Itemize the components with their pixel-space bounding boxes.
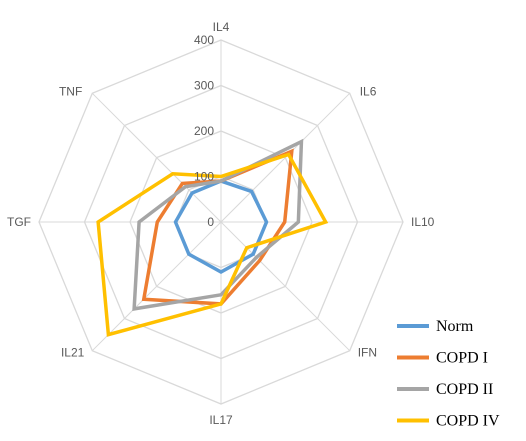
category-label-il4: IL4 bbox=[213, 20, 230, 34]
legend-item-copd-i: COPD I bbox=[397, 350, 488, 367]
legend-item-copd-iv: COPD IV bbox=[397, 413, 500, 430]
legend-label: COPD I bbox=[436, 350, 488, 367]
series-line-copd-ii bbox=[132, 138, 304, 311]
axis-spoke-il6 bbox=[220, 92, 351, 223]
category-label-tgf: TGF bbox=[7, 215, 31, 229]
chart-legend: Norm COPD I COPD II COPD IV bbox=[397, 318, 500, 430]
legend-item-norm: Norm bbox=[397, 318, 474, 335]
axis-spoke-ifn bbox=[220, 221, 351, 352]
tick-label: 200 bbox=[194, 124, 214, 138]
legend-label: COPD II bbox=[436, 381, 493, 398]
tick-label: 0 bbox=[207, 215, 214, 229]
category-label-tnf: TNF bbox=[59, 84, 82, 98]
tick-label: 400 bbox=[194, 33, 214, 47]
tick-label: 300 bbox=[194, 79, 214, 93]
category-label-il10: IL10 bbox=[411, 215, 435, 229]
axis-spoke-il21 bbox=[91, 221, 222, 352]
legend-item-copd-ii: COPD II bbox=[397, 381, 493, 398]
tick-label: 100 bbox=[194, 170, 214, 184]
category-label-ifn: IFN bbox=[358, 346, 377, 360]
series-line-copd-iv bbox=[96, 152, 329, 337]
category-label-il21: IL21 bbox=[61, 346, 85, 360]
category-label-il6: IL6 bbox=[360, 84, 377, 98]
series-line-norm bbox=[173, 179, 269, 275]
legend-label: Norm bbox=[436, 318, 474, 335]
axis-spoke-tnf bbox=[91, 92, 222, 223]
radar-series bbox=[96, 138, 329, 337]
radar-tick-labels: 0 100 200 300 400 bbox=[194, 33, 214, 229]
category-label-il17: IL17 bbox=[209, 413, 233, 427]
radar-category-labels: IL4 IL6 IL10 IFN IL17 IL21 TGF TNF bbox=[7, 20, 435, 427]
legend-label: COPD IV bbox=[436, 413, 500, 430]
radar-axes bbox=[39, 40, 403, 404]
